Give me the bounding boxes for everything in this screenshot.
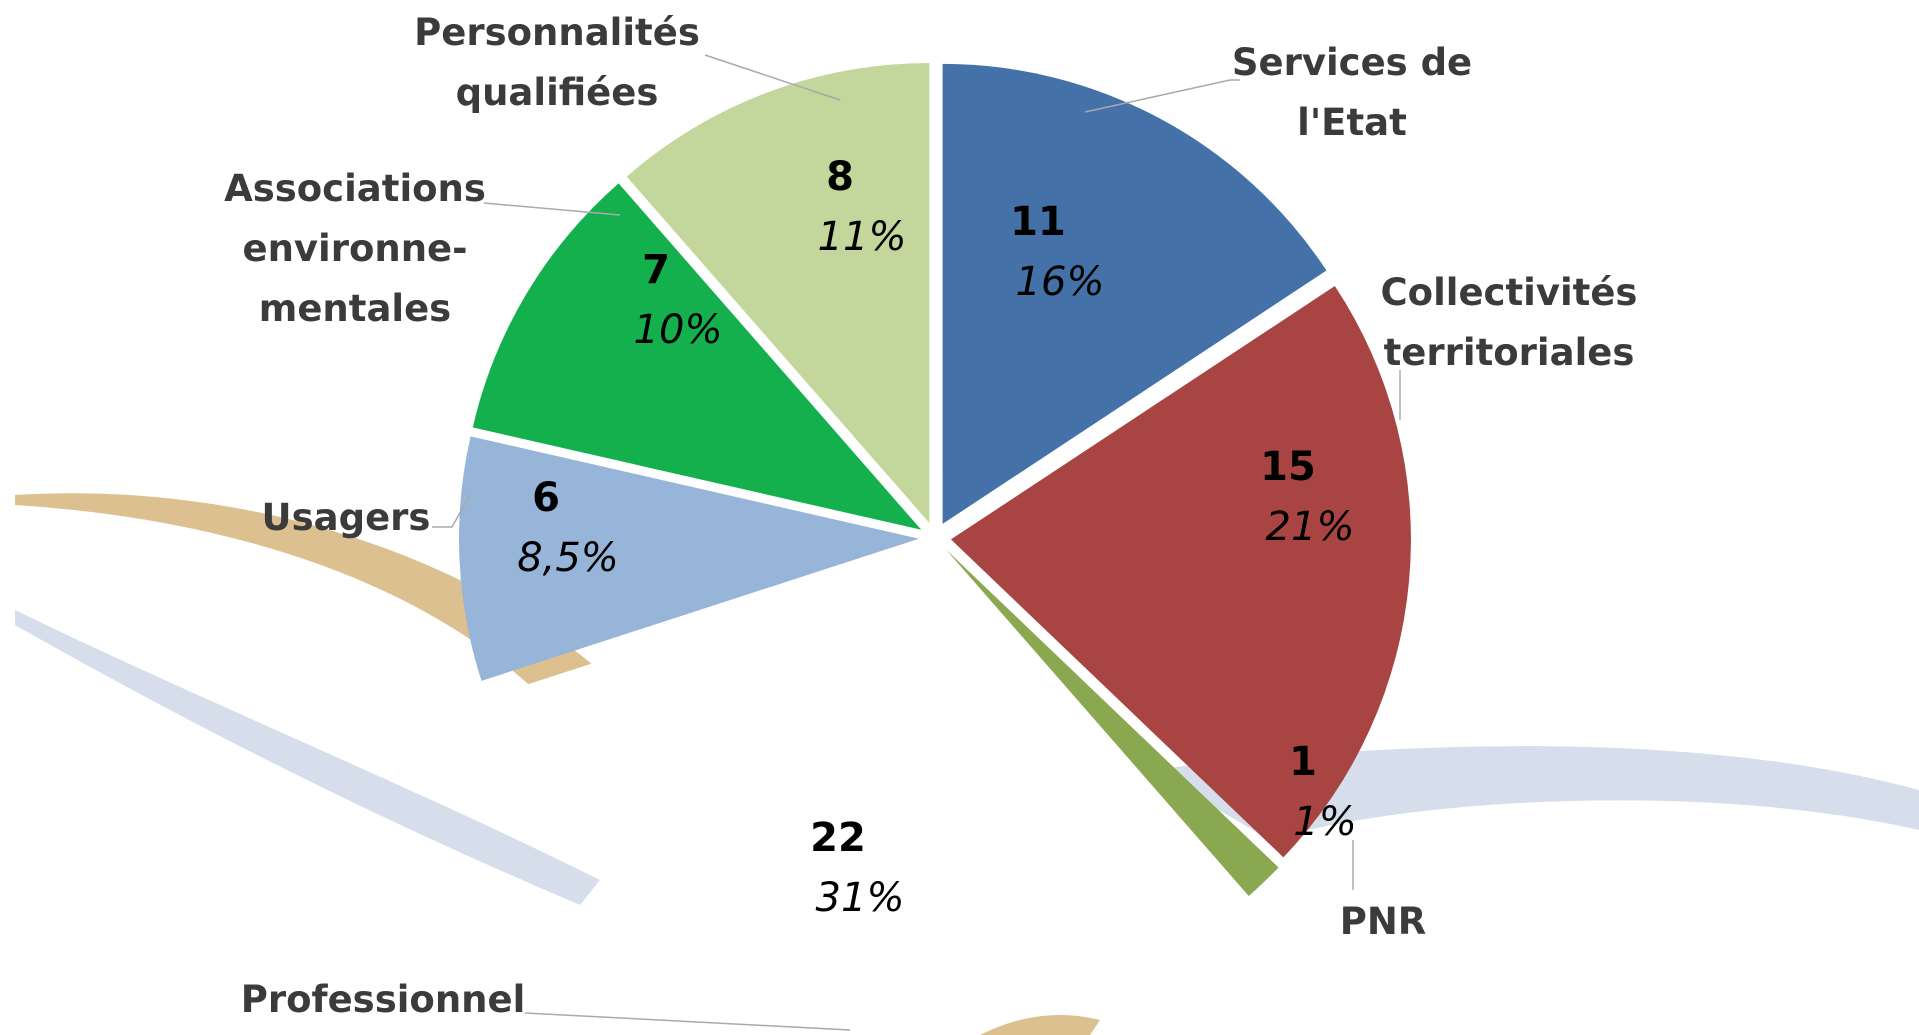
slice-label-line: Collectivités [1381, 271, 1638, 314]
value-count: 11 [1010, 199, 1066, 245]
value-percent: 1% [1293, 799, 1356, 845]
value-percent: 31% [816, 875, 905, 921]
slice-label-line: Associations [224, 167, 486, 210]
value-percent: 10% [634, 307, 723, 353]
slice-label-line: l'Etat [1297, 101, 1407, 144]
slice-label: PNR [1340, 900, 1427, 943]
value-count: 6 [532, 475, 560, 521]
value-count: 7 [642, 247, 670, 293]
value-percent: 21% [1266, 504, 1355, 550]
slice-label-line: PNR [1340, 900, 1427, 943]
slice-label-line: environne- [242, 227, 467, 270]
value-count: 22 [810, 815, 866, 861]
slice-label: Professionnel [241, 978, 526, 1021]
leader-line [525, 1013, 850, 1030]
slice-label: Services de l'Etat [1232, 41, 1472, 144]
slice-label: Personnalités qualifiées [414, 11, 700, 114]
slice-label-line: Usagers [262, 496, 431, 539]
slice-label-line: Professionnel [241, 978, 526, 1021]
slice-label-line: mentales [259, 287, 451, 330]
value-count: 8 [826, 154, 854, 200]
value-percent: 16% [1016, 259, 1105, 305]
value-count: 15 [1260, 444, 1316, 490]
slice-label: Associations environne-mentales [224, 167, 486, 330]
value-percent: 11% [818, 214, 907, 260]
slice-label: Usagers [262, 496, 431, 539]
chart: Services de l'Etat 11 16% Collectivités terri… [0, 0, 1919, 1035]
slice-label-line: Services de [1232, 41, 1472, 84]
slice-label-line: territoriales [1384, 331, 1635, 374]
slice-label: Collectivités territoriales [1381, 271, 1638, 374]
slice-label-line: qualifiées [456, 71, 659, 114]
slice-label-line: Personnalités [414, 11, 700, 54]
value-percent: 8,5% [517, 535, 619, 581]
value-count: 1 [1289, 739, 1317, 785]
